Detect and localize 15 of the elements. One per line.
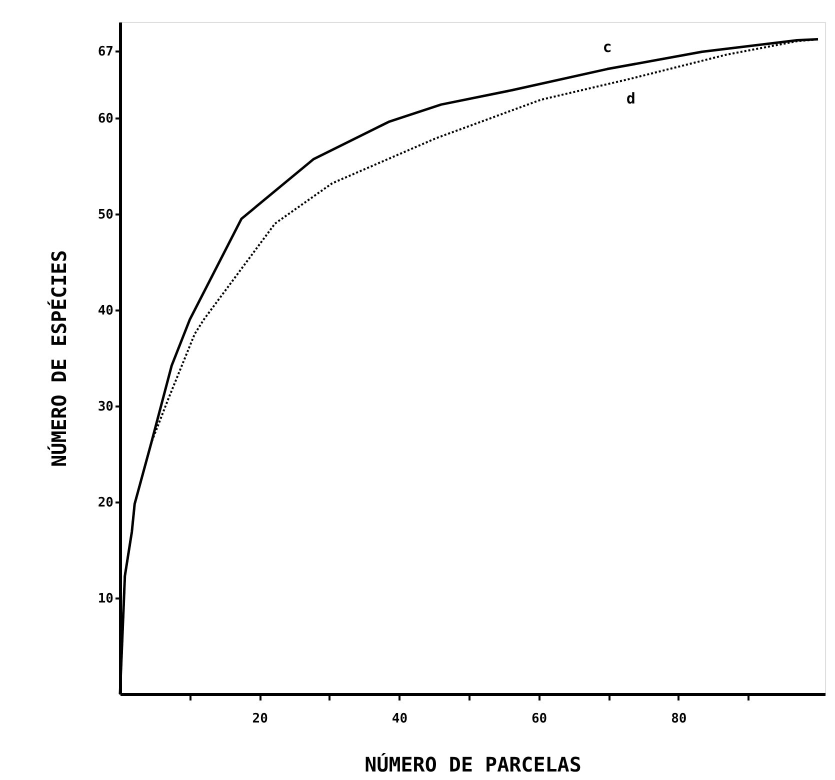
x-tick-label: 40 <box>392 712 408 726</box>
x-axis-title: NÚMERO DE PARCELAS <box>364 752 582 776</box>
x-tick-label: 20 <box>252 712 268 726</box>
y-tick-label: 40 <box>98 304 114 318</box>
y-tick-label: 67 <box>98 44 114 60</box>
y-tick-label: 20 <box>98 496 114 510</box>
annotation: c <box>602 38 612 56</box>
y-tick-label: 10 <box>98 592 114 606</box>
y-axis-title: NÚMERO DE ESPÉCIES <box>46 250 71 467</box>
x-tick-label: 60 <box>531 712 548 726</box>
y-tick-label: 60 <box>98 112 114 126</box>
y-tick-label: 30 <box>98 400 114 414</box>
x-tick-label: 80 <box>671 712 687 726</box>
annotation: d <box>626 90 636 108</box>
y-tick-label: 50 <box>98 208 114 222</box>
